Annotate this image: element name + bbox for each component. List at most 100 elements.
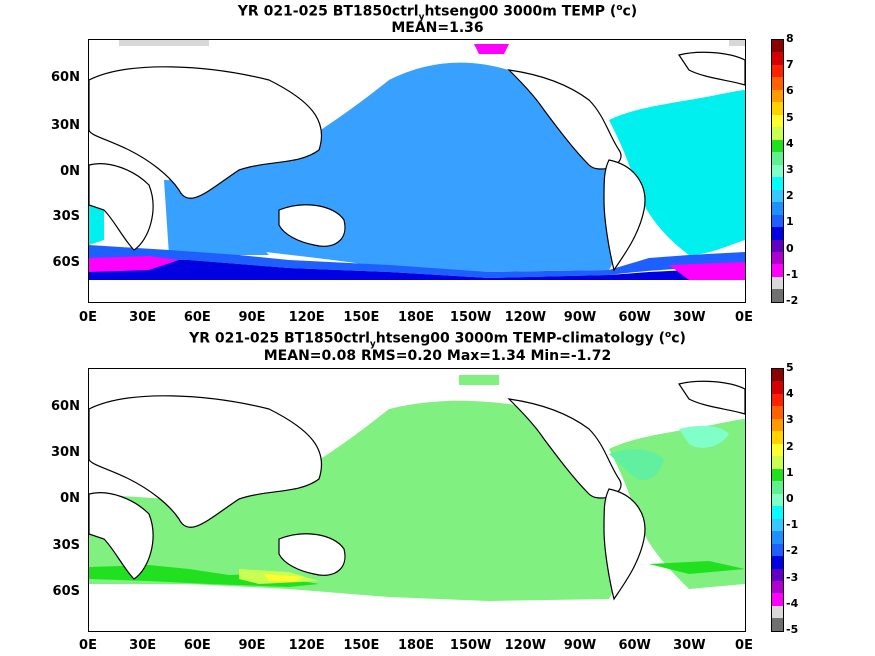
lon-label: 0E: [79, 638, 97, 653]
colorbar-swatch: [772, 418, 783, 432]
colorbar-label: 2: [786, 189, 794, 203]
colorbar-swatch: [772, 443, 783, 457]
colorbar-swatch: [772, 114, 783, 128]
colorbar-swatch: [772, 580, 783, 594]
colorbar-swatch: [772, 406, 783, 419]
lat-label: 30N: [51, 118, 80, 133]
colorbar-label: 0: [786, 492, 794, 505]
colorbar-swatch: [772, 568, 783, 581]
colorbar-swatch: [772, 264, 783, 277]
lon-label: 0E: [735, 638, 753, 653]
colorbar-label: -5: [786, 623, 799, 636]
lat-label: 60S: [52, 584, 80, 599]
lon-label: 90W: [563, 310, 597, 325]
lon-label: 120E: [288, 638, 325, 653]
colorbar-label: 0: [786, 241, 794, 255]
colorbar-label: 4: [786, 387, 794, 401]
colorbar-swatch: [772, 543, 783, 557]
colorbar-swatch: [772, 40, 783, 53]
lon-label: 120W: [504, 310, 547, 325]
lat-label: 0N: [60, 491, 80, 506]
colorbar-label: -3: [786, 570, 799, 584]
colorbar-swatch: [772, 227, 783, 240]
map-title-bottom: YR 021-025 BT1850ctrlyhtseng00 3000m TEM…: [189, 330, 686, 350]
colorbar-label: 1: [786, 465, 794, 479]
colorbar-swatch: [772, 518, 783, 532]
colorbar-swatch: [772, 127, 783, 140]
lon-label: 60E: [183, 638, 211, 653]
colorbar-label: -2: [786, 544, 799, 558]
lon-label: 30W: [673, 638, 706, 653]
colorbar-swatch: [772, 468, 783, 482]
colorbar-top: [771, 39, 784, 303]
lon-label: 30W: [673, 310, 706, 325]
colorbar-label: 4: [786, 136, 794, 150]
colorbar-label: 5: [786, 110, 794, 124]
colorbar-label: 3: [786, 413, 794, 427]
colorbar-swatch: [772, 77, 783, 90]
colorbar-label: 6: [786, 84, 794, 98]
colorbar-swatch: [772, 431, 783, 444]
lon-label: 120W: [504, 638, 547, 653]
colorbar-swatch: [772, 276, 783, 290]
lon-label: 150E: [343, 638, 380, 653]
lat-label: 0N: [60, 164, 80, 179]
lat-label: 60N: [51, 399, 80, 414]
colorbar-swatch: [772, 177, 783, 190]
colorbar-swatch: [772, 202, 783, 215]
lon-label: 180E: [397, 310, 435, 325]
map-stats-bottom: MEAN=0.08 RMS=0.20 Max=1.34 Min=-1.72: [263, 348, 612, 364]
colorbar-swatch: [772, 381, 783, 394]
colorbar-swatch: [772, 64, 783, 78]
colorbar-swatch: [772, 189, 783, 203]
lon-label: 90W: [563, 638, 597, 653]
colorbar-swatch: [772, 139, 783, 153]
colorbar-swatch: [772, 481, 783, 494]
lon-label: 0E: [735, 310, 753, 325]
map-stats-top: MEAN=1.36: [391, 20, 484, 36]
colorbar-swatch: [772, 89, 783, 103]
lon-label: 60W: [618, 638, 651, 653]
colorbar-label: 8: [786, 32, 794, 45]
colorbar-swatch: [772, 102, 783, 115]
lat-label: 30S: [52, 209, 80, 224]
lon-label: 30E: [129, 310, 157, 325]
colorbar-swatch: [772, 393, 783, 407]
colorbar-swatch: [772, 289, 783, 302]
colorbar-swatch: [772, 493, 783, 507]
lon-label: 180E: [397, 638, 435, 653]
colorbar-label: -4: [786, 596, 799, 610]
colorbar-label: 1: [786, 215, 794, 229]
map-panel-top: [88, 39, 746, 303]
colorbar-label: -1: [786, 518, 799, 532]
lon-label: 60W: [618, 310, 651, 325]
lon-label: 150W: [449, 638, 492, 653]
colorbar-swatch: [772, 52, 783, 65]
lon-label: 60E: [183, 310, 211, 325]
colorbar-label: 5: [786, 361, 794, 374]
colorbar-label: 7: [786, 58, 794, 72]
colorbar-swatch: [772, 506, 783, 519]
colorbar-swatch: [772, 618, 783, 631]
colorbar-label: 3: [786, 163, 794, 176]
colorbar-swatch: [772, 152, 783, 165]
colorbar-swatch: [772, 605, 783, 619]
lon-label: 90E: [238, 638, 266, 653]
colorbar-bottom: [771, 368, 784, 632]
colorbar-label: -2: [786, 294, 799, 307]
colorbar-swatch: [772, 456, 783, 469]
lon-label: 150E: [343, 310, 380, 325]
lon-label: 90E: [238, 310, 266, 325]
colorbar-swatch: [772, 164, 783, 178]
colorbar-label: 2: [786, 439, 794, 453]
colorbar-swatch: [772, 593, 783, 606]
lat-label: 60N: [51, 70, 80, 85]
colorbar-swatch: [772, 531, 783, 544]
colorbar-label: -1: [786, 267, 799, 281]
map-title-top: YR 021-025 BT1850ctrlyhtseng00 3000m TEM…: [237, 3, 638, 23]
lat-label: 30N: [51, 445, 80, 460]
lon-label: 150W: [449, 310, 492, 325]
lon-label: 120E: [288, 310, 325, 325]
lat-label: 60S: [52, 255, 80, 270]
lon-label: 30E: [129, 638, 157, 653]
